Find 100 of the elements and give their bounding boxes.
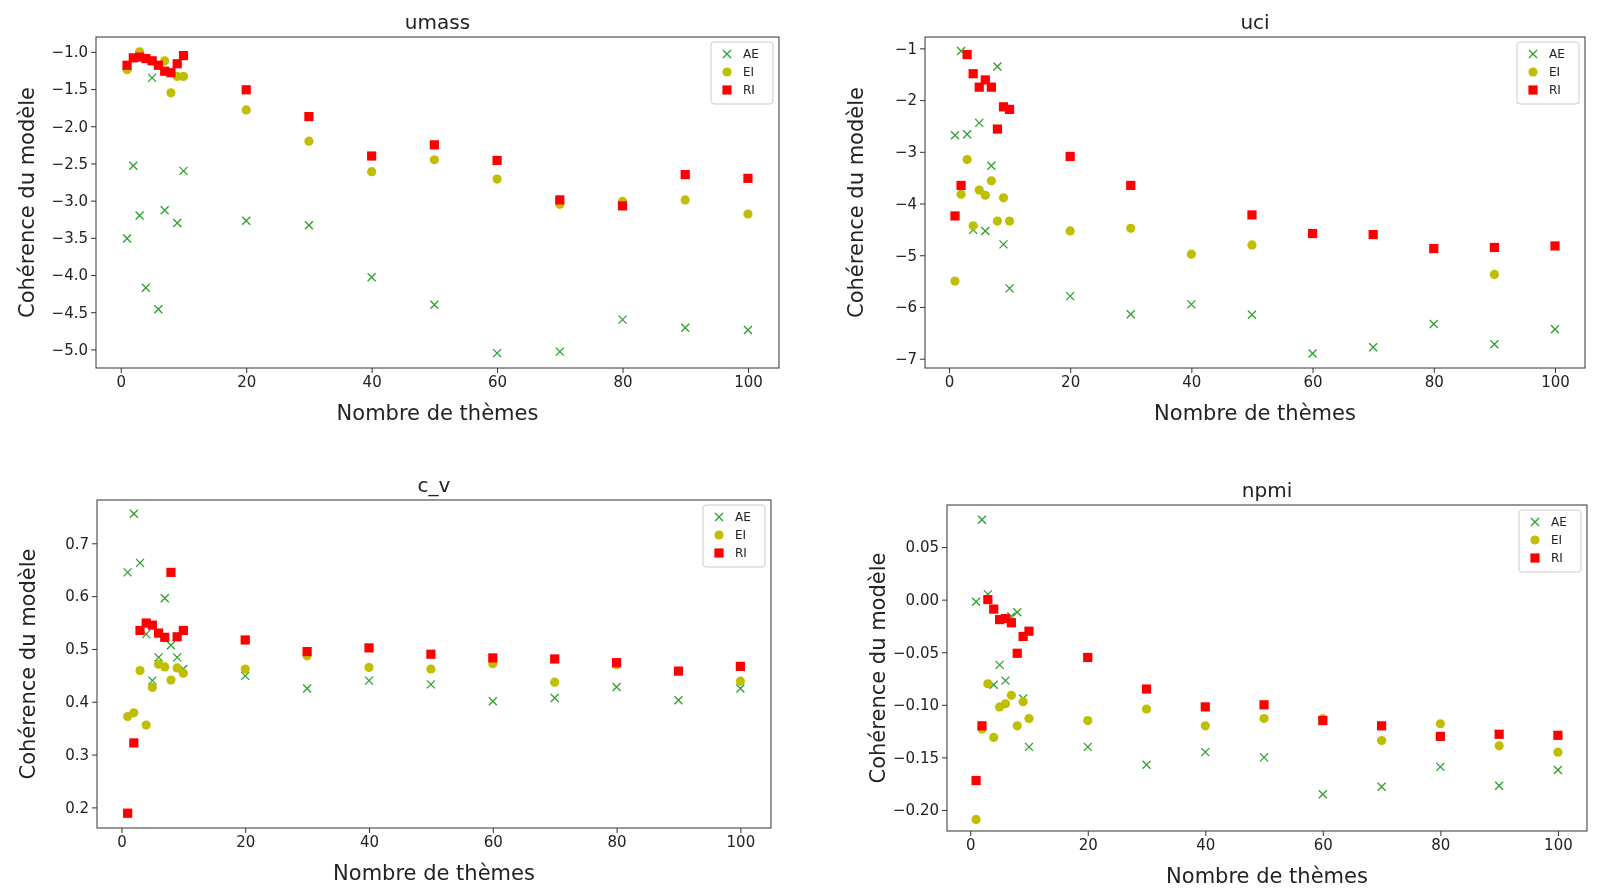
y-tick-label: −0.10 [893,696,939,715]
point [166,68,176,78]
chart-title: c_v [417,473,451,497]
point [1494,781,1504,791]
x-tick-label: 60 [488,372,508,391]
y-tick-label: −4.5 [51,303,88,322]
x-tick-label: 0 [965,835,976,854]
point [743,173,753,183]
y-tick-label: 0.6 [65,587,89,606]
point [134,210,145,221]
x-tick-label: 20 [1061,372,1081,391]
y-tick-label: −0.20 [893,801,939,820]
point [304,220,314,230]
point [178,166,189,176]
y-axis-title: Cohérence du modèle [16,548,40,780]
point [367,151,377,161]
point [141,283,151,293]
point [1141,760,1152,770]
point [166,567,176,577]
point [992,61,1003,72]
point [956,189,966,199]
x-tick-label: 80 [613,372,633,391]
point [680,170,690,180]
x-tick-label: 20 [236,832,256,851]
point [302,683,312,694]
point [240,671,250,681]
point [735,661,745,671]
point [1377,721,1387,731]
y-tick-label: −0.15 [893,748,939,767]
y-axis-title: Cohérence du modèle [15,87,39,318]
legend-label: AE [743,47,759,61]
y-tick-label: −2.5 [51,154,88,173]
point [956,180,966,191]
y-tick-label: −6 [894,298,917,317]
point [160,205,170,215]
y-tick-label: 0.05 [905,538,939,557]
chart-title: npmi [1241,478,1293,502]
point [1553,747,1563,757]
point [147,682,157,693]
point [129,738,139,748]
point [241,85,251,95]
point [1186,299,1197,310]
y-tick-label: −1 [894,39,917,58]
chart-title: uci [1240,10,1270,34]
point [1012,607,1022,617]
point [241,105,251,115]
y-tick-label: −7 [894,349,917,368]
point [673,666,684,676]
point [122,567,133,578]
point [962,154,972,165]
point [617,201,628,211]
point [998,193,1009,203]
point [550,677,560,687]
y-tick-label: −3 [894,143,917,162]
point [1550,241,1560,251]
y-tick-label: −5.0 [51,340,88,359]
point [1307,348,1318,359]
point [141,629,151,639]
point [1429,243,1439,254]
legend-label: EI [735,528,747,542]
point [135,666,145,676]
point [950,211,960,221]
x-axis-title: Nombre de thèmes [1154,401,1356,425]
y-tick-label: 0.4 [65,693,89,712]
point [989,680,999,690]
point [488,696,498,706]
y-tick-label: −2.0 [51,117,88,136]
x-tick-label: 100 [1544,835,1573,854]
point [160,662,170,672]
point [492,348,502,358]
point [1024,713,1034,724]
point [974,185,984,195]
y-tick-label: −4 [894,194,917,213]
point [160,593,170,603]
point [1259,713,1269,724]
point [178,51,189,61]
legend-label: EI [1551,533,1563,547]
point [1126,180,1136,191]
y-tick-label: −5 [894,246,917,265]
x-tick-label: 0 [944,372,955,391]
point [983,679,993,689]
point [992,216,1003,226]
point [147,675,158,686]
point [743,209,753,219]
point [1018,697,1028,707]
point [980,190,990,200]
x-tick-label: 0 [116,372,127,391]
y-tick-label: 0.3 [65,745,89,764]
legend-label: AE [1549,47,1565,61]
point [122,60,132,70]
point [147,73,157,83]
point [1489,339,1500,349]
point [1376,782,1387,792]
point [153,652,164,663]
point [968,221,978,231]
point [172,59,182,69]
point [123,808,133,818]
x-tick-label: 40 [362,372,382,391]
point [1083,715,1093,726]
point [1200,721,1210,731]
